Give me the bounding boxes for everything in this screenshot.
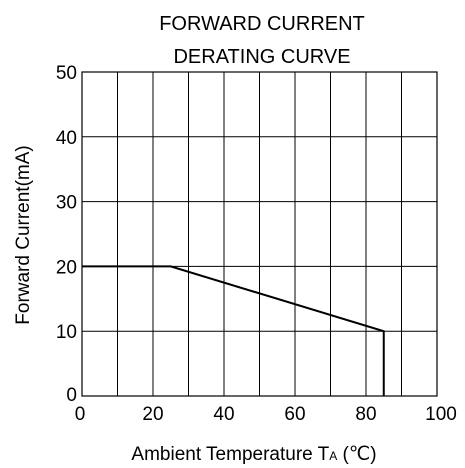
plot-frame xyxy=(81,71,438,397)
x-axis-label-main: Ambient Temperature T xyxy=(131,444,329,465)
y-tick-label: 40 xyxy=(56,128,77,149)
x-axis-label: Ambient Temperature TA (℃) xyxy=(131,444,376,465)
x-axis-label-subscript: A xyxy=(329,449,337,463)
y-tick-label: 50 xyxy=(56,63,77,84)
x-axis-label-unit: (℃) xyxy=(337,444,376,465)
chart-title-line-1: FORWARD CURRENT xyxy=(159,13,365,35)
y-tick-label: 10 xyxy=(56,322,77,343)
x-tick-label: 40 xyxy=(213,404,234,425)
x-tick-label: 0 xyxy=(75,404,86,425)
x-tick-label: 80 xyxy=(355,404,376,425)
y-tick-label: 0 xyxy=(66,385,77,406)
y-tick-label: 20 xyxy=(56,257,77,278)
chart-title-line-2: DERATING CURVE xyxy=(173,46,350,68)
derating-curve-line xyxy=(82,265,385,396)
x-tick-labels: 0 20 40 60 80 100 xyxy=(75,404,457,425)
x-tick-label: 100 xyxy=(425,404,457,425)
y-tick-labels: 0 10 20 30 40 50 xyxy=(56,63,77,406)
y-tick-label: 30 xyxy=(56,193,77,214)
x-tick-label: 60 xyxy=(284,404,305,425)
y-axis-label: Forward Current(mA) xyxy=(13,145,34,324)
x-tick-label: 20 xyxy=(142,404,163,425)
series-group xyxy=(82,265,385,396)
